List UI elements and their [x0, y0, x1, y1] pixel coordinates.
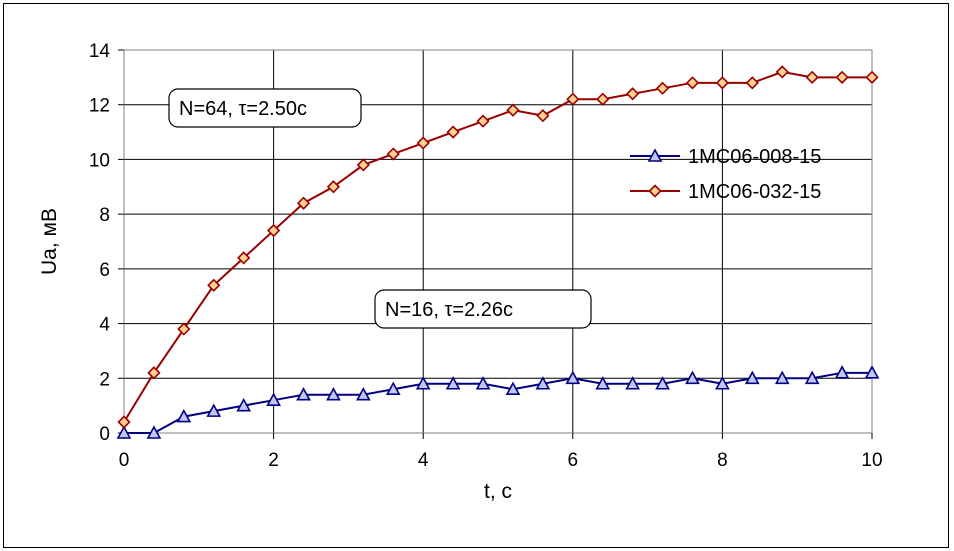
- data-point: [475, 376, 491, 390]
- series-layer: [116, 65, 880, 439]
- data-point: [595, 376, 611, 390]
- data-point: [774, 370, 790, 385]
- data-point: [744, 370, 760, 385]
- data-point: [626, 87, 640, 101]
- x-tick-label: 8: [717, 450, 728, 471]
- data-point: [745, 76, 759, 90]
- legend-item-2: 1MC06-032-15: [630, 181, 821, 203]
- annotations: N=64, τ=2.50c N=16, τ=2.26c: [168, 88, 592, 329]
- legend-label: 1MC06-032-15: [688, 181, 821, 203]
- data-point: [177, 322, 191, 336]
- data-point: [236, 397, 252, 412]
- data-point: [446, 125, 460, 139]
- data-point: [505, 381, 521, 396]
- y-axis-ticks: 0 2 4 6 8 10 12 14: [89, 41, 124, 445]
- x-tick-label: 6: [568, 450, 579, 471]
- legend: 1MC06-008-15 1MC06-032-15: [630, 146, 821, 203]
- data-point: [117, 415, 131, 429]
- data-point: [356, 158, 370, 172]
- data-point: [207, 278, 221, 292]
- annotation-text: N=16, τ=2.26c: [385, 299, 513, 321]
- annotation-1: N=64, τ=2.50c: [168, 88, 362, 128]
- data-point: [565, 370, 581, 385]
- data-point: [176, 408, 192, 423]
- data-point: [804, 370, 820, 385]
- data-point: [685, 76, 700, 90]
- y-tick-label: 0: [99, 424, 110, 445]
- series-line: [124, 371, 872, 434]
- annotation-2: N=16, τ=2.26c: [374, 289, 592, 329]
- annotation-box: [168, 88, 362, 128]
- data-point: [715, 76, 730, 90]
- y-tick-label: 8: [99, 205, 110, 226]
- data-point: [655, 81, 670, 95]
- x-axis-label: t, c: [484, 480, 512, 503]
- data-point: [685, 370, 700, 385]
- x-tick-label: 0: [119, 450, 130, 471]
- data-point: [535, 376, 551, 390]
- data-point: [237, 251, 251, 265]
- plot-border: [123, 49, 873, 434]
- annotation-box: [374, 289, 592, 329]
- data-point: [385, 381, 401, 396]
- data-point: [625, 376, 640, 390]
- series-2: [117, 65, 879, 429]
- y-axis-label: Ua, мВ: [38, 208, 61, 275]
- legend-marker: [647, 148, 663, 162]
- data-point: [445, 376, 461, 390]
- x-tick-label: 4: [418, 450, 429, 471]
- data-point: [834, 365, 850, 379]
- legend-item-1: 1MC06-008-15: [630, 146, 821, 168]
- data-point: [326, 180, 341, 194]
- y-tick-label: 4: [99, 315, 110, 336]
- data-point: [416, 136, 430, 150]
- data-point: [536, 109, 550, 123]
- data-point: [506, 103, 520, 117]
- data-point: [296, 387, 311, 401]
- y-tick-label: 2: [99, 369, 110, 390]
- data-point: [206, 403, 222, 417]
- x-tick-label: 2: [268, 450, 279, 471]
- data-point: [775, 65, 789, 79]
- series-1: [116, 365, 880, 439]
- data-point: [596, 92, 610, 106]
- data-point: [415, 376, 431, 390]
- data-point: [147, 366, 161, 380]
- data-point: [566, 92, 580, 106]
- annotation-text: N=64, τ=2.50c: [179, 98, 307, 120]
- y-tick-label: 12: [89, 96, 110, 117]
- y-tick-label: 10: [89, 150, 110, 171]
- data-point: [356, 387, 371, 401]
- data-point: [296, 196, 311, 210]
- data-point: [146, 425, 162, 439]
- data-point: [386, 147, 400, 161]
- data-point: [266, 223, 281, 238]
- data-point: [116, 425, 132, 439]
- data-point: [266, 392, 281, 406]
- x-axis-ticks: 0 2 4 6 8 10: [119, 433, 883, 471]
- data-point: [835, 70, 849, 84]
- y-tick-label: 6: [99, 260, 110, 281]
- x-tick-label: 10: [861, 450, 882, 471]
- data-point: [326, 387, 341, 401]
- legend-marker: [648, 184, 662, 198]
- legend-label: 1MC06-008-15: [688, 146, 821, 168]
- data-point: [805, 70, 819, 84]
- data-point: [864, 365, 880, 379]
- data-point: [655, 376, 670, 390]
- data-point: [476, 114, 490, 128]
- data-point: [715, 376, 730, 390]
- y-tick-label: 14: [89, 41, 111, 62]
- data-point: [865, 70, 879, 84]
